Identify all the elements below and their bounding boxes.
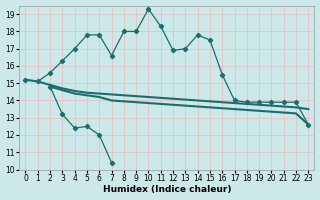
X-axis label: Humidex (Indice chaleur): Humidex (Indice chaleur)	[103, 185, 231, 194]
